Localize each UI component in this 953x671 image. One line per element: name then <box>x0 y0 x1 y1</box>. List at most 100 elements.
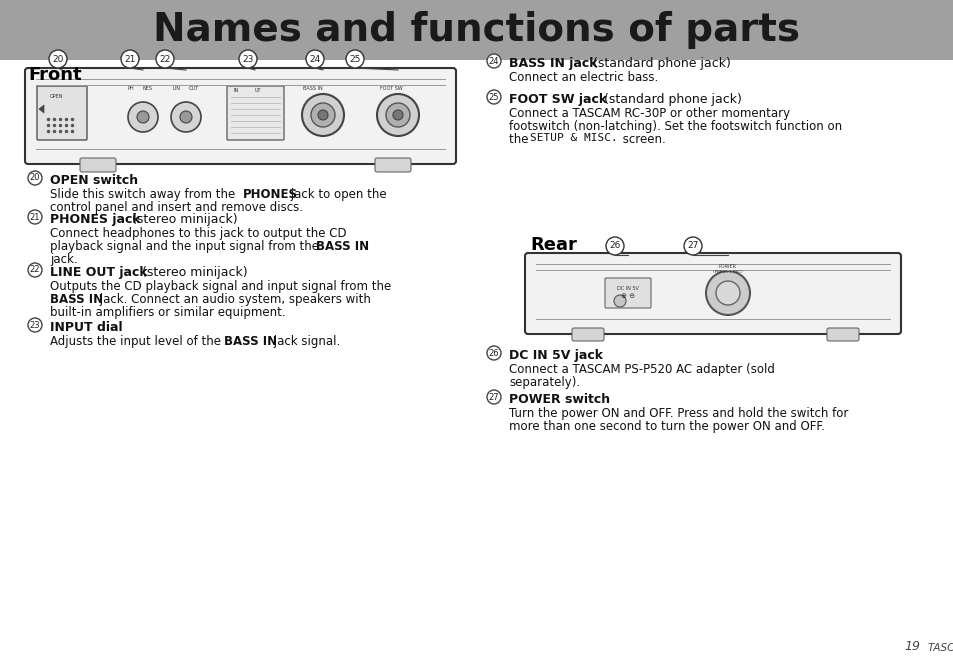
Text: POWER: POWER <box>719 264 737 268</box>
Text: SETUP & MISC.: SETUP & MISC. <box>530 133 618 143</box>
Text: NES: NES <box>143 85 152 91</box>
FancyBboxPatch shape <box>826 328 858 341</box>
Text: jack.: jack. <box>50 253 77 266</box>
Text: 20: 20 <box>30 174 40 183</box>
Text: playback signal and the input signal from the: playback signal and the input signal fro… <box>50 240 322 253</box>
Text: 22: 22 <box>159 54 171 64</box>
Text: FOOT SW jack: FOOT SW jack <box>509 93 606 106</box>
Text: DC IN 5V: DC IN 5V <box>617 285 639 291</box>
Text: LIN: LIN <box>172 85 181 91</box>
FancyBboxPatch shape <box>80 158 116 172</box>
Text: (PRESS 1 SEC): (PRESS 1 SEC) <box>713 270 742 274</box>
Circle shape <box>393 110 402 120</box>
Text: Slide this switch away from the: Slide this switch away from the <box>50 188 239 201</box>
Text: OPEN: OPEN <box>50 94 64 99</box>
Text: BASS IN: BASS IN <box>303 85 322 91</box>
Circle shape <box>705 271 749 315</box>
FancyBboxPatch shape <box>25 68 456 164</box>
Text: BASS IN: BASS IN <box>224 335 276 348</box>
Circle shape <box>239 50 256 68</box>
Circle shape <box>486 90 500 104</box>
Text: jack signal.: jack signal. <box>270 335 340 348</box>
Text: 25: 25 <box>349 54 360 64</box>
Text: built-in amplifiers or similar equipment.: built-in amplifiers or similar equipment… <box>50 306 285 319</box>
Text: OPEN switch: OPEN switch <box>50 174 138 187</box>
FancyBboxPatch shape <box>572 328 603 341</box>
Circle shape <box>486 390 500 404</box>
Circle shape <box>683 237 701 255</box>
FancyBboxPatch shape <box>0 0 953 60</box>
Text: 19: 19 <box>903 640 919 653</box>
Text: 22: 22 <box>30 266 40 274</box>
Text: (standard phone jack): (standard phone jack) <box>599 93 741 106</box>
Text: 27: 27 <box>686 242 698 250</box>
Text: PH: PH <box>128 85 134 91</box>
Text: Names and functions of parts: Names and functions of parts <box>153 11 800 49</box>
Text: Adjusts the input level of the: Adjusts the input level of the <box>50 335 225 348</box>
Text: Outputs the CD playback signal and input signal from the: Outputs the CD playback signal and input… <box>50 280 391 293</box>
Circle shape <box>346 50 364 68</box>
Text: footswitch (non-latching). Set the footswitch function on: footswitch (non-latching). Set the foots… <box>509 120 841 133</box>
Text: IN: IN <box>233 87 238 93</box>
Circle shape <box>605 237 623 255</box>
Text: BASS IN jack: BASS IN jack <box>509 57 597 70</box>
Text: control panel and insert and remove discs.: control panel and insert and remove disc… <box>50 201 303 214</box>
Text: (standard phone jack): (standard phone jack) <box>588 57 730 70</box>
Circle shape <box>28 210 42 224</box>
Text: Front: Front <box>28 66 82 84</box>
Circle shape <box>171 102 201 132</box>
Text: Connect headphones to this jack to output the CD: Connect headphones to this jack to outpu… <box>50 227 346 240</box>
Text: Connect an electric bass.: Connect an electric bass. <box>509 71 658 84</box>
Text: the: the <box>509 133 532 146</box>
Circle shape <box>386 103 410 127</box>
Text: POWER switch: POWER switch <box>509 393 610 406</box>
FancyBboxPatch shape <box>227 86 284 140</box>
Text: 27: 27 <box>488 393 498 401</box>
Text: 26: 26 <box>488 348 498 358</box>
Circle shape <box>376 94 418 136</box>
Circle shape <box>28 318 42 332</box>
Text: 26: 26 <box>609 242 620 250</box>
Circle shape <box>180 111 192 123</box>
FancyBboxPatch shape <box>524 253 900 334</box>
Text: LINE OUT jack: LINE OUT jack <box>50 266 148 279</box>
Circle shape <box>137 111 149 123</box>
Text: separately).: separately). <box>509 376 579 389</box>
Text: PHONES jack: PHONES jack <box>50 213 140 226</box>
Text: 20: 20 <box>52 54 64 64</box>
Text: 23: 23 <box>242 54 253 64</box>
Circle shape <box>121 50 139 68</box>
Circle shape <box>716 281 740 305</box>
Circle shape <box>28 263 42 277</box>
Text: (stereo minijack): (stereo minijack) <box>138 266 248 279</box>
Text: 25: 25 <box>488 93 498 101</box>
Text: BASS IN: BASS IN <box>315 240 369 253</box>
Circle shape <box>317 110 328 120</box>
Circle shape <box>311 103 335 127</box>
Text: FOOT SW: FOOT SW <box>379 85 402 91</box>
Text: 24: 24 <box>488 56 498 66</box>
Text: Connect a TASCAM PS-P520 AC adapter (sold: Connect a TASCAM PS-P520 AC adapter (sol… <box>509 363 774 376</box>
Circle shape <box>128 102 158 132</box>
Circle shape <box>49 50 67 68</box>
Text: jack to open the: jack to open the <box>287 188 386 201</box>
Text: Turn the power ON and OFF. Press and hold the switch for: Turn the power ON and OFF. Press and hol… <box>509 407 847 420</box>
Text: Connect a TASCAM RC-30P or other momentary: Connect a TASCAM RC-30P or other momenta… <box>509 107 789 120</box>
Circle shape <box>486 54 500 68</box>
Text: DC IN 5V jack: DC IN 5V jack <box>509 349 602 362</box>
Text: TASCAM  CD-BT2: TASCAM CD-BT2 <box>927 643 953 653</box>
Circle shape <box>614 295 625 307</box>
Text: INPUT dial: INPUT dial <box>50 321 123 334</box>
Circle shape <box>28 171 42 185</box>
Text: PHONES: PHONES <box>243 188 297 201</box>
Text: Rear: Rear <box>530 236 577 254</box>
Text: screen.: screen. <box>618 133 665 146</box>
Circle shape <box>156 50 173 68</box>
Text: jack. Connect an audio system, speakers with: jack. Connect an audio system, speakers … <box>96 293 371 306</box>
Text: ⊕ ⊖: ⊕ ⊖ <box>620 293 635 299</box>
FancyBboxPatch shape <box>604 278 650 308</box>
FancyBboxPatch shape <box>37 86 87 140</box>
FancyBboxPatch shape <box>375 158 411 172</box>
Text: UT: UT <box>254 87 261 93</box>
Text: 23: 23 <box>30 321 40 329</box>
